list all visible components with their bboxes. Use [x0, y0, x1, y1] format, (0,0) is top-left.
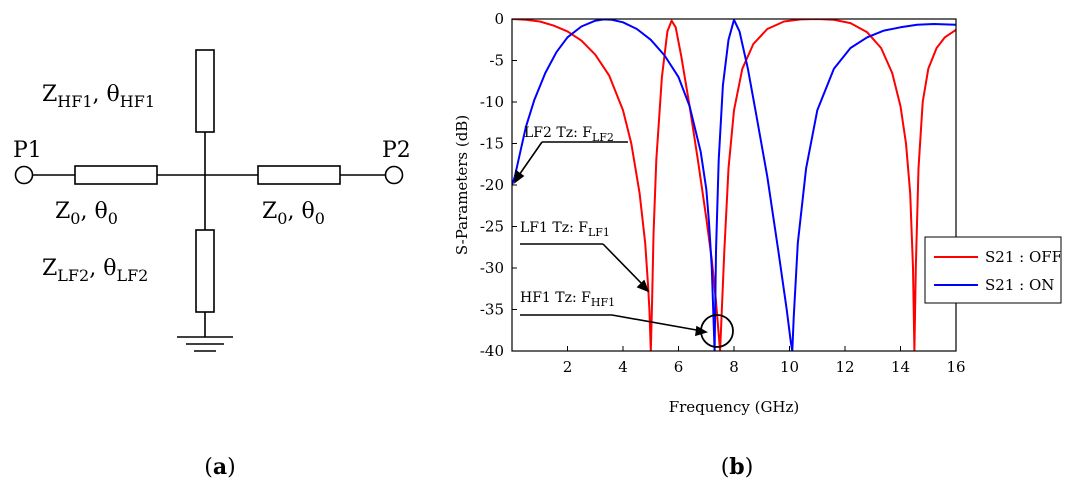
legend-box: [924, 236, 1062, 304]
stub-hf1-label: ZHF1, θHF1: [42, 82, 155, 111]
stub-lf2-resistor: [195, 229, 215, 313]
x-tick-label: 6: [674, 358, 684, 376]
legend-label-on: S21 : ON: [985, 276, 1054, 294]
y-tick-label: -10: [480, 93, 504, 111]
hf1-highlight-circle: [700, 314, 734, 348]
line-right-label: Z0, θ0: [262, 199, 325, 228]
annotation-lf2: LF2 Tz: FLF2: [524, 125, 614, 144]
legend-label-off: S21 : OFF: [985, 248, 1062, 266]
schematic: [14, 49, 404, 352]
stub-lf2-label: ZLF2, θLF2: [42, 256, 148, 285]
annotation-hf1: HF1 Tz: FHF1: [520, 290, 615, 309]
series-line-on: [512, 19, 956, 351]
ticks-layer: 2 4 6 8 10 12 14 16 0 -5 -10 -15 -20 -25 -30 -35 -40: [480, 10, 966, 376]
line-left-label: Z0, θ0: [55, 199, 118, 228]
y-tick-label: -35: [480, 301, 504, 319]
annotation-lf1-arrowhead: [636, 279, 650, 293]
x-tick-label: 16: [946, 358, 965, 376]
port2-label: P2: [382, 138, 411, 163]
series-layer: [512, 19, 956, 351]
x-tick-label: 4: [618, 358, 628, 376]
legend: S21 : OFF S21 : ON: [924, 236, 1062, 304]
port1-label: P1: [13, 138, 42, 163]
y-tick-label: -15: [480, 135, 504, 153]
annotation-lf2-arrowhead: [514, 169, 525, 184]
stub-hf1-resistor: [195, 49, 215, 133]
port2-terminal: [384, 165, 404, 185]
caption-b: (b): [721, 454, 754, 480]
ground-symbol-icon: [177, 336, 233, 352]
caption-a: (a): [204, 454, 235, 480]
y-tick-label: -25: [480, 218, 504, 236]
port1-terminal: [14, 165, 34, 185]
annotation-lf2-pointer: [516, 141, 543, 179]
line-right-resistor: [257, 165, 341, 185]
x-axis-label: Frequency (GHz): [669, 398, 800, 416]
x-tick-label: 8: [729, 358, 739, 376]
x-tick-label: 14: [891, 358, 910, 376]
y-tick-label: -40: [480, 342, 504, 360]
chart: 2 4 6 8 10 12 14 16 0 -5 -10 -15 -20 -25 -30 -35 -40 Fre…: [453, 10, 1062, 416]
annotation-lf1-pointer: [602, 243, 646, 288]
y-tick-label: -30: [480, 259, 504, 277]
y-axis-label: S-Parameters (dB): [453, 115, 471, 255]
x-tick-label: 10: [780, 358, 799, 376]
x-tick-label: 2: [563, 358, 573, 376]
y-tick-label: -5: [489, 52, 504, 70]
y-tick-label: 0: [494, 10, 504, 28]
line-left-resistor: [74, 165, 158, 185]
x-tick-label: 12: [835, 358, 854, 376]
series-line-off: [512, 19, 956, 351]
annotation-hf1-pointer: [611, 314, 703, 332]
annotation-lf1: LF1 Tz: FLF1: [520, 220, 610, 239]
annotations: LF2 Tz: FLF2 LF1 Tz: FLF1 HF1 Tz: FHF1: [520, 125, 615, 309]
y-tick-label: -20: [480, 176, 504, 194]
